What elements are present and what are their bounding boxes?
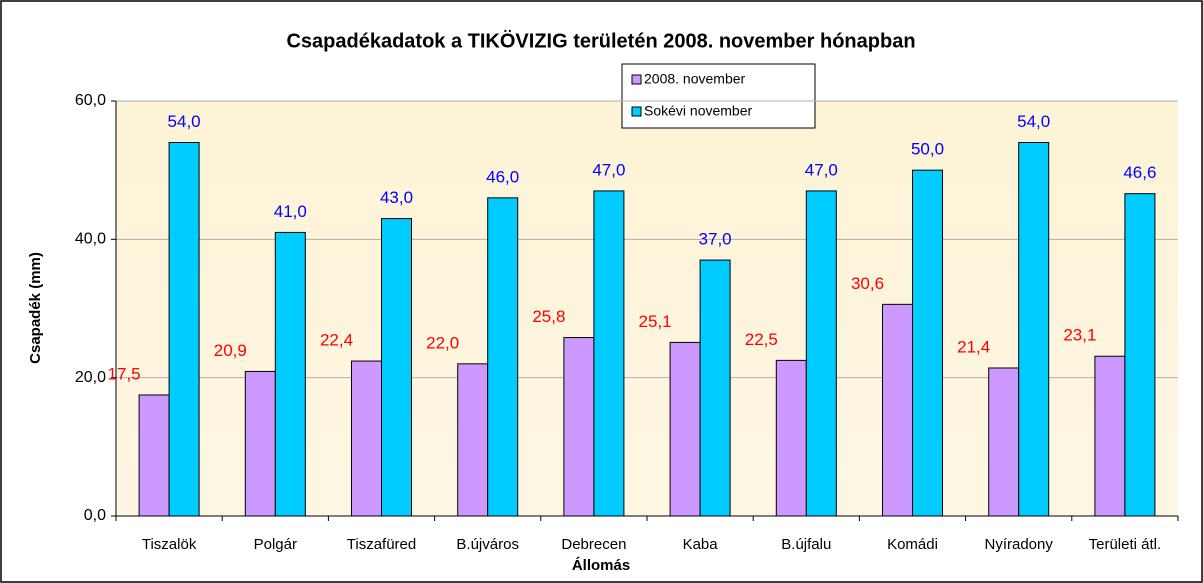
chart-title: Csapadékadatok a TIKÖVIZIG területén 200… [286, 29, 915, 52]
value-label: 47,0 [805, 160, 838, 179]
x-tick-label: B.újváros [456, 536, 519, 553]
bar [699, 259, 731, 517]
bar [168, 142, 200, 517]
value-label: 46,6 [1123, 163, 1156, 182]
value-label: 30,6 [851, 274, 884, 293]
bar [138, 394, 170, 517]
y-tick-label: 20,0 [75, 369, 106, 386]
x-tick-label: Polgár [254, 536, 297, 553]
value-label: 23,1 [1063, 326, 1096, 345]
y-tick-label: 0,0 [84, 507, 106, 524]
bar [381, 218, 412, 517]
bar [775, 359, 807, 517]
bar [1094, 355, 1126, 517]
x-tick-label: Területi átl. [1089, 536, 1162, 553]
value-label: 22,4 [320, 331, 353, 350]
value-label: 22,5 [745, 330, 778, 349]
bar [988, 367, 1020, 517]
value-label: 43,0 [380, 188, 413, 207]
value-label: 54,0 [1017, 112, 1050, 131]
bar [487, 197, 519, 517]
bar [1124, 193, 1156, 517]
bar [593, 190, 625, 517]
legend-swatch [631, 106, 642, 117]
x-tick-label: Tiszalök [142, 536, 197, 553]
value-label: 37,0 [699, 230, 732, 249]
y-axis-label: Csapadék (mm) [27, 252, 44, 364]
value-label: 21,4 [957, 337, 990, 356]
bar [351, 360, 382, 517]
value-label: 50,0 [911, 140, 944, 159]
x-tick-label: Debrecen [561, 536, 626, 553]
bar [1018, 142, 1050, 517]
value-label: 25,8 [532, 307, 565, 326]
value-label: 46,0 [486, 167, 519, 186]
value-label: 25,1 [639, 312, 672, 331]
x-axis-label: Állomás [572, 557, 630, 574]
legend-label: Sokévi november [644, 103, 753, 119]
bar [457, 363, 489, 517]
bar [882, 303, 913, 517]
value-label: 54,0 [168, 112, 201, 131]
legend-box [621, 63, 816, 129]
x-tick-label: B.újfalu [781, 536, 831, 553]
bar [274, 231, 306, 517]
bar [563, 337, 595, 517]
legend-swatch [631, 74, 642, 85]
bar [669, 341, 701, 517]
bar [244, 370, 276, 517]
x-tick-label: Tiszafüred [347, 536, 416, 553]
bar [805, 190, 837, 517]
x-tick-label: Kaba [683, 536, 719, 553]
x-tick-label: Nyíradony [985, 536, 1054, 553]
value-label: 20,9 [214, 341, 247, 360]
value-label: 41,0 [274, 202, 307, 221]
y-tick-label: 60,0 [75, 92, 106, 109]
legend-label: 2008. november [644, 71, 746, 87]
value-label: 47,0 [592, 160, 625, 179]
y-tick-label: 40,0 [75, 231, 106, 248]
bar [912, 169, 943, 517]
value-label: 22,0 [426, 333, 459, 352]
value-label: 17,5 [108, 364, 141, 383]
x-tick-label: Komádi [887, 536, 938, 553]
